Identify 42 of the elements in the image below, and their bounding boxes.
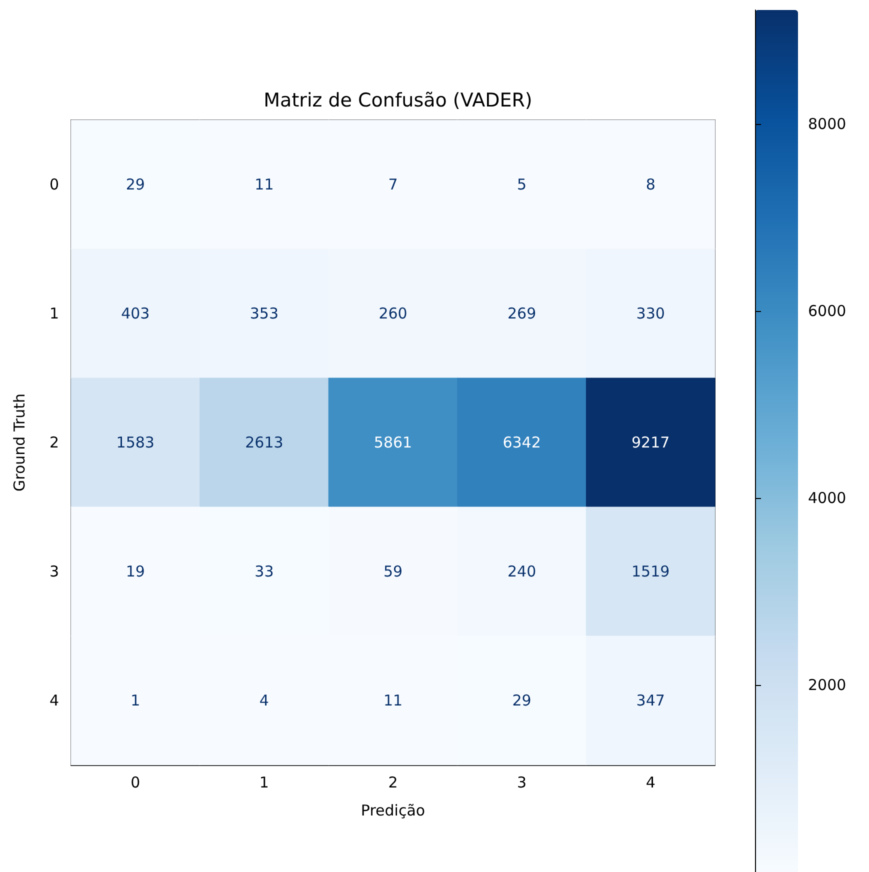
y-tick-label: 1 <box>49 304 59 322</box>
data-label: 7 <box>388 176 398 194</box>
color-bar-label: 8000 <box>808 114 846 133</box>
data-label: 353 <box>250 304 279 322</box>
data-label: 1519 <box>632 562 670 580</box>
data-label: 347 <box>636 692 665 710</box>
data-label: 1 <box>130 692 140 710</box>
color-bar-label: 2000 <box>808 676 846 694</box>
data-label: 8 <box>646 176 656 194</box>
data-label: 29 <box>512 692 532 710</box>
data-label: 4 <box>259 692 269 710</box>
data-label: 269 <box>507 304 536 322</box>
x-tick-label: 0 <box>130 774 140 792</box>
data-label: 330 <box>636 304 665 322</box>
color-bar-label: 6000 <box>808 302 846 320</box>
y-tick-label: 0 <box>49 176 59 194</box>
x-tick-label: 4 <box>646 774 656 792</box>
data-label: 29 <box>126 176 145 194</box>
y-axis-title: Ground Truth <box>10 394 28 492</box>
data-label: 5 <box>517 176 527 194</box>
y-tick-label: 3 <box>49 562 59 580</box>
data-label: 59 <box>383 562 403 580</box>
y-tick-label: 4 <box>49 692 59 710</box>
data-label: 260 <box>378 304 408 322</box>
data-label: 19 <box>126 562 145 580</box>
data-label: 5861 <box>374 434 412 452</box>
x-tick-label: 1 <box>259 774 269 792</box>
x-axis-title: Predição <box>360 802 426 820</box>
data-label: 9217 <box>632 434 670 452</box>
data-label: 403 <box>121 304 150 322</box>
y-tick-label: 2 <box>49 434 59 452</box>
data-label: 2613 <box>245 434 284 452</box>
x-tick-label: 3 <box>517 774 527 792</box>
chart-title: Matriz de Confusão (VADER) <box>264 90 532 112</box>
color-bar-label: 4000 <box>808 488 846 507</box>
data-label: 11 <box>254 176 274 194</box>
data-label: 1583 <box>116 434 154 452</box>
data-label: 6342 <box>502 434 541 452</box>
x-tick-label: 2 <box>388 774 398 792</box>
data-label: 11 <box>383 692 403 710</box>
data-label: 33 <box>254 562 274 580</box>
data-label: 240 <box>507 562 536 580</box>
